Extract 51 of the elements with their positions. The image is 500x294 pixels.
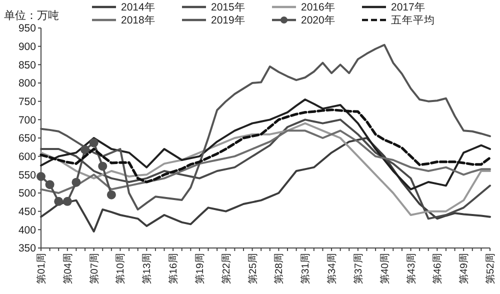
y-tick-label: 500 bbox=[18, 188, 36, 200]
x-tick-label: 第37周 bbox=[352, 253, 364, 284]
x-tick-label: 第49周 bbox=[458, 253, 470, 284]
legend-label: 五年平均 bbox=[391, 14, 435, 27]
point bbox=[106, 190, 116, 200]
legend-label: 2016年 bbox=[301, 2, 336, 14]
y-tick-label: 650 bbox=[18, 132, 36, 145]
legend-label: 2019年 bbox=[211, 14, 246, 27]
point bbox=[45, 180, 54, 190]
x-tick-label: 第40周 bbox=[378, 253, 391, 284]
y-tick-label: 550 bbox=[18, 169, 36, 182]
x-tick-label: 第34周 bbox=[326, 253, 338, 284]
line-series bbox=[40, 108, 492, 184]
x-tick-label: 第07周 bbox=[88, 253, 100, 284]
x-tick-label: 第43周 bbox=[405, 253, 418, 284]
y-tick-label: 600 bbox=[18, 151, 36, 164]
y-tick-label: 800 bbox=[18, 78, 36, 90]
y-tick-label: 350 bbox=[18, 242, 36, 255]
y-tick-label: 400 bbox=[18, 224, 36, 236]
line-series bbox=[40, 98, 491, 190]
x-tick-label: 第28周 bbox=[273, 253, 286, 284]
y-tick-label: 450 bbox=[18, 206, 36, 218]
point bbox=[62, 196, 72, 206]
x-tick-label: 第25周 bbox=[246, 253, 259, 284]
point bbox=[89, 138, 98, 148]
x-tick-label: 第13周 bbox=[141, 253, 154, 284]
x-tick-label: 第22周 bbox=[220, 253, 232, 284]
x-tick-label: 第16周 bbox=[168, 253, 180, 284]
y-tick-label: 850 bbox=[18, 59, 36, 72]
legend-label: 2017年 bbox=[391, 2, 426, 14]
point bbox=[36, 172, 46, 181]
y-tick-label: 750 bbox=[18, 96, 36, 108]
x-tick-label: 第52周 bbox=[484, 253, 496, 284]
x-tick-label: 第31周 bbox=[300, 253, 312, 284]
y-tick-label: 700 bbox=[18, 114, 36, 126]
legend-label: 2015年 bbox=[211, 2, 246, 14]
x-tick-label: 第01周 bbox=[36, 253, 48, 284]
point bbox=[54, 196, 64, 206]
point bbox=[72, 178, 81, 187]
point bbox=[80, 145, 90, 154]
x-tick-label: 第10周 bbox=[114, 253, 127, 284]
legend-label: 2020年 bbox=[301, 14, 336, 27]
point bbox=[98, 162, 108, 171]
y-tick-label: 900 bbox=[18, 41, 36, 54]
x-tick-label: 第04周 bbox=[62, 253, 74, 284]
legend-label: 2014年 bbox=[121, 2, 156, 14]
y-axis-title: 单位：万吨 bbox=[4, 9, 59, 22]
x-tick-label: 第46周 bbox=[432, 253, 444, 284]
x-tick-label: 第19周 bbox=[194, 253, 206, 284]
y-tick-label: 950 bbox=[18, 22, 36, 35]
legend-label: 2018年 bbox=[121, 14, 156, 27]
